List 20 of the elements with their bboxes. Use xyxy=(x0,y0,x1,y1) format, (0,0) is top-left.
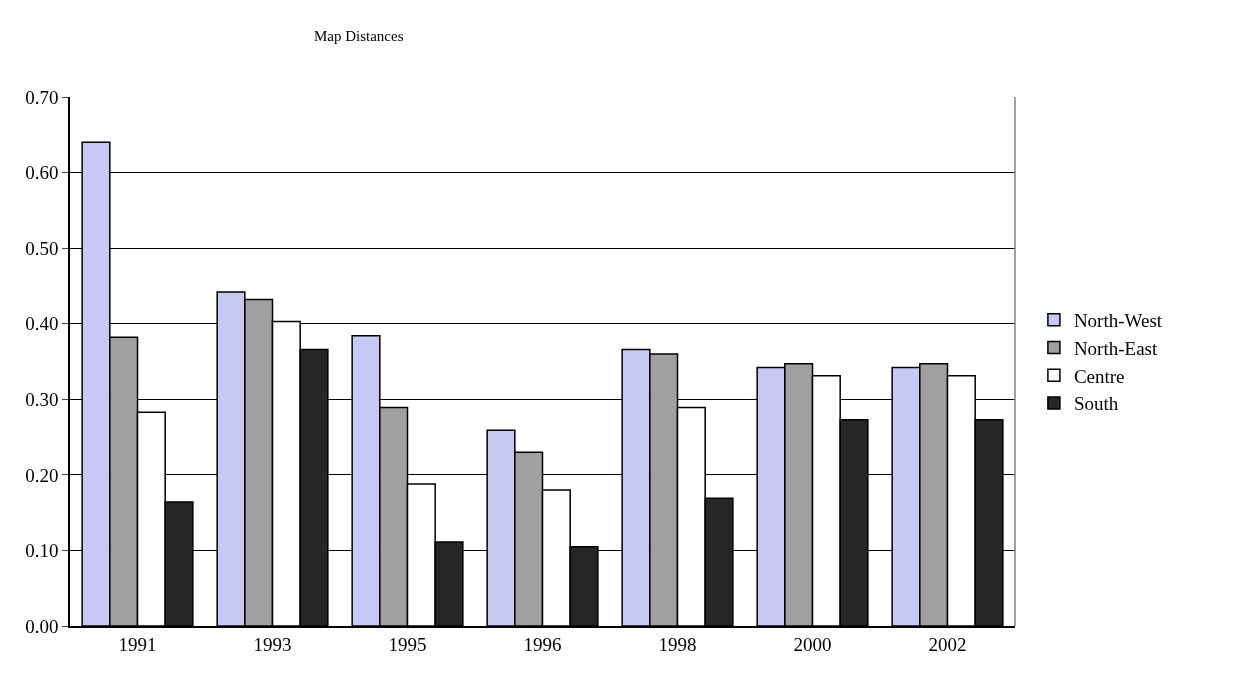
legend-label: North-West xyxy=(1073,310,1163,332)
legend-label: North-East xyxy=(1073,337,1158,359)
y-tick-label: 0.70 xyxy=(25,86,59,108)
chart-title: Map Distances xyxy=(313,28,404,45)
y-tick-label: 0.60 xyxy=(25,162,59,184)
x-tick-label: 1993 xyxy=(253,633,292,655)
x-tick-label: 2000 xyxy=(793,633,832,655)
y-tick-label: 0.20 xyxy=(25,464,59,486)
x-tick-label: 2002 xyxy=(928,633,967,655)
legend-label: Centre xyxy=(1073,365,1125,387)
x-tick-label: 1991 xyxy=(118,633,157,655)
legend-label: South xyxy=(1073,393,1119,415)
y-tick-label: 0.30 xyxy=(25,388,59,410)
y-tick-label: 0.10 xyxy=(25,540,59,562)
y-tick-label: 0.40 xyxy=(25,313,59,335)
y-tick-label: 0.00 xyxy=(25,615,59,637)
y-tick-label: 0.50 xyxy=(25,237,59,259)
x-tick-label: 1995 xyxy=(388,633,427,655)
x-tick-label: 1996 xyxy=(523,633,562,655)
x-tick-label: 1998 xyxy=(658,633,697,655)
